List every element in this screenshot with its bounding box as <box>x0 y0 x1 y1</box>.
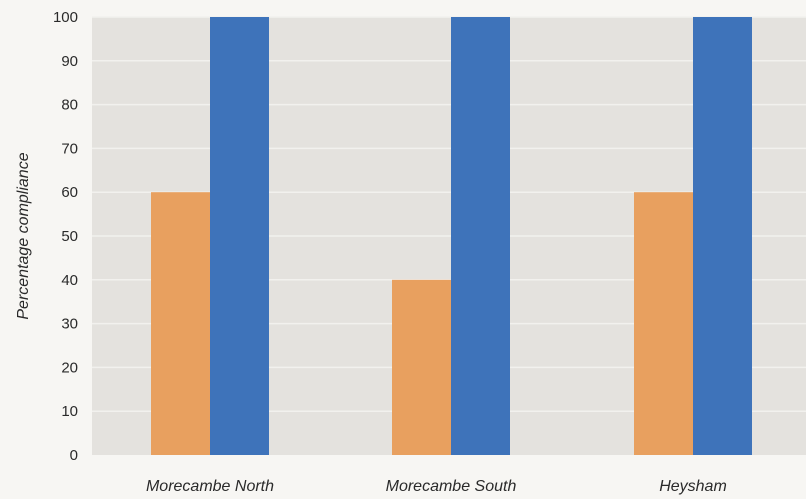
y-axis-title: Percentage compliance <box>15 152 32 319</box>
y-tick-label: 50 <box>61 228 78 245</box>
x-category-label: Morecambe South <box>386 478 517 495</box>
y-tick-label: 40 <box>61 272 78 289</box>
y-tick-label: 30 <box>61 316 78 333</box>
y-tick-label: 20 <box>61 359 78 376</box>
bar-0-series-1 <box>210 17 269 455</box>
y-axis-ticks: 0 10 20 30 40 50 60 70 80 90 100 <box>53 9 78 464</box>
y-tick-label: 0 <box>70 447 78 464</box>
x-axis-labels: Morecambe North Morecambe South Heysham <box>146 478 727 495</box>
y-tick-label: 90 <box>61 53 78 70</box>
bar-1-series-1 <box>451 17 510 455</box>
x-category-label: Morecambe North <box>146 478 274 495</box>
x-category-label: Heysham <box>659 478 727 495</box>
bar-1-series-0 <box>392 279 451 455</box>
y-tick-label: 80 <box>61 97 78 114</box>
y-tick-label: 100 <box>53 9 78 26</box>
bar-2-series-1 <box>693 17 752 455</box>
y-tick-label: 70 <box>61 140 78 157</box>
bar-2-series-0 <box>634 192 693 455</box>
bar-0-series-0 <box>151 192 210 455</box>
y-tick-label: 60 <box>61 184 78 201</box>
y-tick-label: 10 <box>61 403 78 420</box>
bars <box>151 17 752 455</box>
